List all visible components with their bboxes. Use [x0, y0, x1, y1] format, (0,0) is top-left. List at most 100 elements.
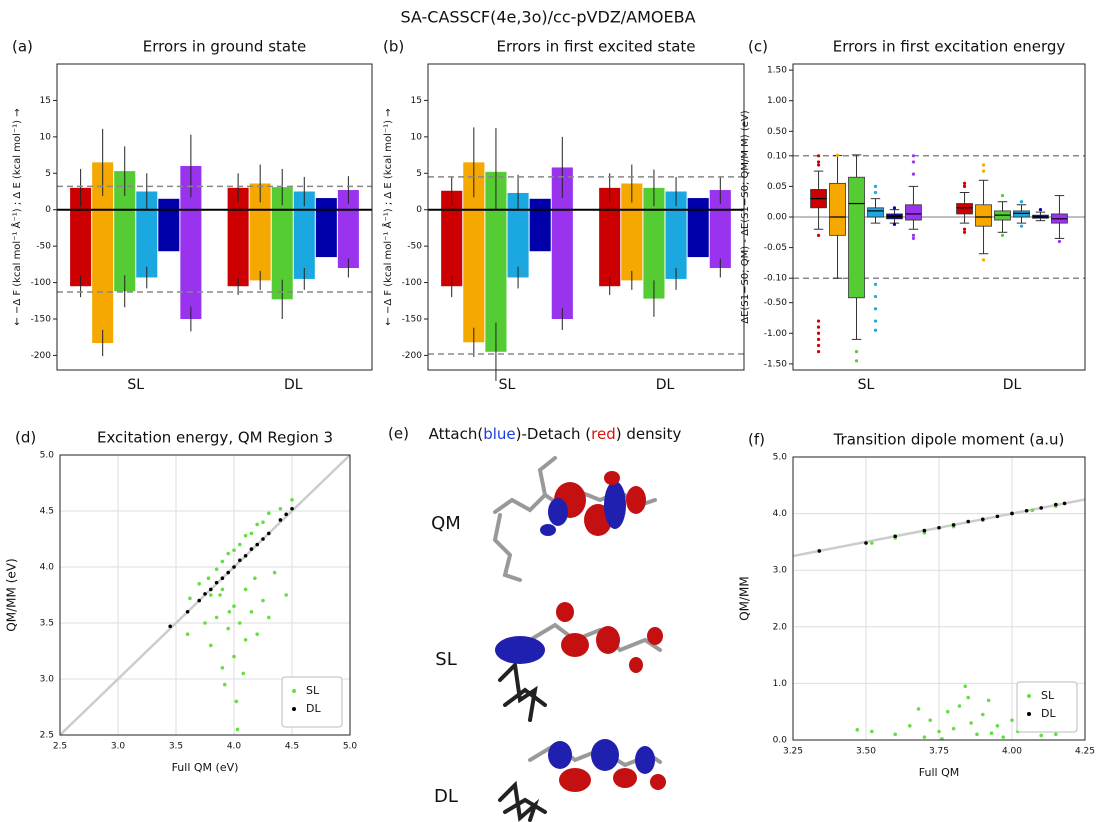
- point: [197, 599, 201, 603]
- outlier: [874, 319, 877, 322]
- x-tick-label: 4.0: [227, 742, 242, 752]
- point: [238, 558, 242, 562]
- outlier: [982, 163, 985, 166]
- point: [197, 582, 201, 586]
- y-tick-label: 4.0: [40, 563, 55, 573]
- point: [215, 581, 219, 585]
- point: [981, 713, 985, 717]
- point: [966, 696, 970, 700]
- point: [221, 576, 225, 580]
- title-part: Attach(: [429, 425, 484, 443]
- panel-label: (c): [748, 38, 768, 56]
- point: [1039, 506, 1043, 510]
- point: [267, 511, 271, 515]
- bar: [158, 210, 179, 252]
- y-tick-label: 3.0: [773, 566, 788, 576]
- title-part: ) density: [616, 425, 682, 443]
- figure-title: SA-CASSCF(4e,3o)/cc-pVDZ/AMOEBA: [400, 8, 695, 27]
- point: [223, 683, 227, 687]
- y-tick-label: 0.00: [767, 213, 787, 223]
- point: [917, 707, 921, 711]
- point: [975, 733, 979, 737]
- outlier: [817, 154, 820, 157]
- point: [855, 728, 859, 732]
- point: [244, 588, 248, 592]
- outlier: [874, 307, 877, 310]
- point: [255, 523, 259, 527]
- y-tick-label: 4.0: [773, 509, 788, 519]
- bar: [552, 210, 573, 319]
- point: [1001, 735, 1005, 739]
- point: [958, 704, 962, 708]
- y-tick-label: 2.5: [40, 731, 54, 741]
- outlier: [1020, 200, 1023, 203]
- y-tick-label: -1.00: [764, 329, 788, 339]
- panel-title: Attach(blue)-Detach (red) density: [429, 425, 682, 443]
- bar: [530, 199, 551, 210]
- legend-label: DL: [306, 702, 321, 715]
- point: [221, 560, 225, 564]
- y-tick-label: 1.50: [767, 66, 787, 76]
- outlier: [855, 359, 858, 362]
- legend-marker: [1027, 694, 1031, 698]
- row-label: SL: [435, 649, 456, 670]
- bar: [158, 199, 179, 210]
- outlier: [1001, 234, 1004, 237]
- panel-title: Errors in first excitation energy: [833, 38, 1066, 56]
- outlier: [874, 185, 877, 188]
- point: [870, 541, 874, 545]
- outlier: [817, 350, 820, 353]
- point: [253, 576, 257, 580]
- bar: [316, 210, 337, 257]
- point: [952, 523, 956, 527]
- outlier: [893, 206, 896, 209]
- outlier: [963, 182, 966, 185]
- outlier: [817, 160, 820, 163]
- y-tick-label: 10: [411, 132, 423, 142]
- point: [236, 728, 240, 732]
- point: [923, 529, 927, 533]
- x-axis-label: Full QM: [919, 766, 959, 779]
- point: [203, 621, 207, 625]
- y-tick-label: -50: [36, 242, 51, 252]
- box: [849, 177, 865, 298]
- outlier: [817, 338, 820, 341]
- y-tick-label: -50: [407, 242, 422, 252]
- y-tick-label: 10: [40, 132, 52, 142]
- point: [1010, 718, 1014, 722]
- y-tick-label: 0: [416, 205, 422, 215]
- x-tick-label: 3.5: [169, 742, 183, 752]
- point: [215, 567, 219, 571]
- y-tick-label: 3.5: [40, 619, 54, 629]
- outlier: [1001, 194, 1004, 197]
- point: [209, 593, 213, 597]
- outlier: [817, 332, 820, 335]
- outlier: [874, 329, 877, 332]
- outlier: [874, 283, 877, 286]
- point: [1054, 733, 1058, 737]
- panel-title: Excitation energy, QM Region 3: [97, 429, 333, 447]
- y-tick-label: 4.5: [40, 507, 54, 517]
- row-label: QM: [431, 513, 461, 534]
- point: [250, 610, 254, 614]
- point: [261, 537, 265, 541]
- box: [830, 183, 846, 235]
- y-tick-label: 0.50: [767, 127, 787, 137]
- x-tick-label: 3.25: [783, 747, 803, 757]
- point: [235, 700, 239, 704]
- point: [937, 730, 941, 734]
- bar: [463, 210, 484, 343]
- legend-label: DL: [1041, 707, 1056, 720]
- point: [232, 565, 236, 569]
- point: [218, 593, 222, 597]
- legend-label: SL: [1041, 689, 1055, 702]
- point: [1063, 502, 1067, 506]
- point: [908, 724, 912, 728]
- box: [1014, 211, 1030, 217]
- box: [957, 204, 973, 214]
- point: [244, 534, 248, 538]
- molecule-dl: [500, 739, 666, 820]
- x-tick-label: SL: [499, 377, 516, 393]
- outlier: [817, 234, 820, 237]
- point: [241, 672, 245, 676]
